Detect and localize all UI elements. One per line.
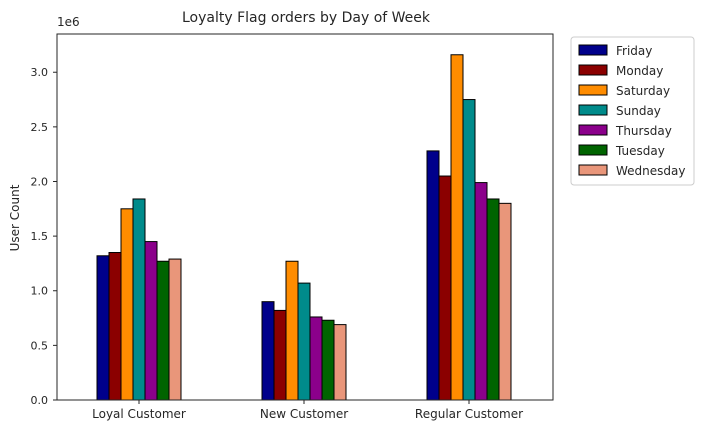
- bar-tuesday-loyal-customer: [156, 260, 170, 401]
- bar-monday-new-customer: [273, 309, 287, 401]
- legend-swatch-monday: [578, 64, 608, 76]
- legend-label-friday: Friday: [616, 44, 652, 58]
- bar-friday-new-customer: [261, 301, 275, 401]
- bar-friday-loyal-customer: [96, 255, 110, 401]
- bar-saturday-regular-customer: [450, 54, 464, 401]
- x-axis: Loyal Customer New Customer Regular Custom…: [92, 400, 523, 421]
- legend-label-thursday: Thursday: [615, 124, 672, 138]
- x-tick-label: Loyal Customer: [92, 407, 186, 421]
- y-axis: 0.0 0.5 1.0 1.5 2.0 2.5 3.0: [31, 66, 57, 407]
- y-axis-label: User Count: [8, 184, 22, 251]
- legend-swatch-tuesday: [578, 144, 608, 156]
- x-tick-label: Regular Customer: [415, 407, 523, 421]
- legend-swatch-saturday: [578, 84, 608, 96]
- bar-tuesday-regular-customer: [486, 198, 500, 401]
- legend-label-tuesday: Tuesday: [615, 144, 665, 158]
- y-tick-label: 3.0: [31, 66, 49, 79]
- y-tick-label: 0.5: [31, 339, 49, 352]
- bar-sunday-regular-customer: [462, 99, 476, 401]
- bar-wednesday-loyal-customer: [168, 258, 182, 401]
- bar-saturday-new-customer: [285, 260, 299, 401]
- legend-label-saturday: Saturday: [616, 84, 670, 98]
- bar-monday-loyal-customer: [108, 252, 122, 401]
- bar-wednesday-regular-customer: [498, 202, 512, 401]
- chart-title: Loyalty Flag orders by Day of Week: [182, 10, 431, 26]
- bars-layer: [96, 54, 512, 401]
- bar-sunday-loyal-customer: [132, 198, 146, 401]
- bar-thursday-regular-customer: [474, 182, 488, 401]
- plot-area-frame: [56, 33, 554, 401]
- legend: Friday Monday Saturday Sunday Thursday Tuesda…: [570, 36, 695, 186]
- bar-thursday-loyal-customer: [144, 241, 158, 401]
- y-tick-label: 1.5: [31, 230, 49, 243]
- legend-swatch-thursday: [578, 124, 608, 136]
- legend-swatch-friday: [578, 44, 608, 56]
- y-axis-scale-label: 1e6: [57, 15, 80, 29]
- bar-wednesday-new-customer: [333, 324, 347, 401]
- legend-label-sunday: Sunday: [616, 104, 661, 118]
- bar-thursday-new-customer: [309, 316, 323, 401]
- x-tick-label: New Customer: [260, 407, 348, 421]
- legend-swatch-sunday: [578, 104, 608, 116]
- y-tick-label: 2.5: [31, 121, 49, 134]
- y-tick-label: 0.0: [31, 394, 49, 407]
- legend-label-wednesday: Wednesday: [616, 164, 685, 178]
- bar-saturday-loyal-customer: [120, 208, 134, 401]
- bar-friday-regular-customer: [426, 150, 440, 401]
- bar-tuesday-new-customer: [321, 319, 335, 401]
- legend-label-monday: Monday: [616, 64, 663, 78]
- legend-swatch-wednesday: [578, 164, 608, 176]
- y-tick-label: 2.0: [31, 175, 49, 188]
- bar-sunday-new-customer: [297, 282, 311, 401]
- y-tick-label: 1.0: [31, 285, 49, 298]
- bar-monday-regular-customer: [438, 175, 452, 401]
